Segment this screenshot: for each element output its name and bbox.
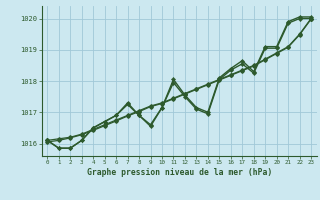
X-axis label: Graphe pression niveau de la mer (hPa): Graphe pression niveau de la mer (hPa) <box>87 168 272 177</box>
